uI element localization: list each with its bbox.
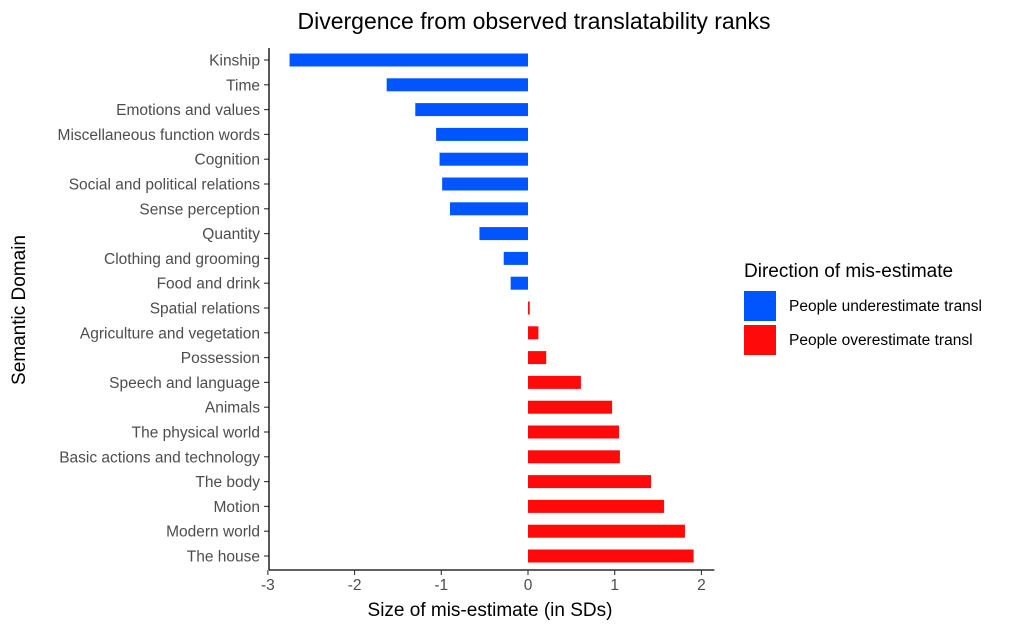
x-tick-label: 0 [524, 577, 533, 594]
bar-cognition [439, 152, 528, 166]
y-tick-label-kinship: Kinship [209, 53, 260, 70]
bar-miscellaneous-function-words [436, 127, 528, 141]
bar-social-and-political-relations [442, 177, 528, 191]
x-tick-label: 1 [610, 577, 619, 594]
bar-the-body [528, 475, 652, 489]
y-tick-label-possession: Possession [181, 350, 260, 367]
bar-clothing-and-grooming [503, 251, 528, 265]
bar-sense-perception [449, 202, 528, 216]
x-axis-title: Size of mis-estimate (in SDs) [368, 600, 613, 621]
legend: Direction of mis-estimate People underes… [744, 261, 982, 355]
x-tick-label: -1 [434, 577, 448, 594]
legend-key-underestimate [744, 291, 776, 321]
bar-food-and-drink [510, 276, 528, 290]
y-tick-label-cognition: Cognition [195, 152, 261, 169]
bar-emotions-and-values [415, 103, 528, 117]
y-tick-label-food-and-drink: Food and drink [157, 276, 261, 293]
y-tick-label-quantity: Quantity [202, 226, 260, 243]
bar-animals [528, 400, 613, 414]
y-tick-label-sense-perception: Sense perception [139, 201, 260, 218]
bar-kinship [289, 53, 528, 67]
y-tick-label-the-physical-world: The physical world [132, 425, 260, 442]
y-tick-label-time: Time [226, 77, 260, 94]
y-tick-label-the-house: The house [187, 549, 260, 566]
bar-quantity [479, 227, 528, 241]
bar-agriculture-and-vegetation [528, 326, 539, 340]
y-tick-label-miscellaneous-function-words: Miscellaneous function words [58, 127, 261, 144]
y-tick-label-agriculture-and-vegetation: Agriculture and vegetation [80, 325, 260, 342]
bar-possession [528, 351, 547, 365]
x-tick-label: 2 [697, 577, 706, 594]
x-tick-label: -2 [348, 577, 362, 594]
y-axis-title: Semantic Domain [9, 235, 30, 385]
bar-motion [528, 499, 665, 513]
legend-key-overestimate [744, 325, 776, 355]
legend-label-overestimate: People overestimate transl [789, 332, 973, 349]
y-tick-label-motion: Motion [213, 499, 260, 516]
bar-speech-and-language [528, 375, 581, 389]
axes-layer: Kinship Time Emotions and values Miscellane… [58, 48, 715, 594]
y-tick-label-basic-actions-and-technology: Basic actions and technology [59, 449, 260, 466]
y-tick-label-social-and-political-relations: Social and political relations [69, 177, 261, 194]
x-tick-label: -3 [261, 577, 275, 594]
y-tick-label-emotions-and-values: Emotions and values [116, 102, 260, 119]
bar-basic-actions-and-technology [528, 450, 620, 464]
y-tick-label-animals: Animals [205, 400, 260, 417]
y-tick-label-spatial-relations: Spatial relations [150, 301, 261, 318]
legend-title: Direction of mis-estimate [744, 261, 953, 282]
chart-title: Divergence from observed translatability… [298, 8, 771, 34]
bars-layer [289, 53, 694, 563]
legend-label-underestimate: People underestimate transl [789, 298, 982, 315]
y-tick-label-the-body: The body [195, 474, 260, 491]
bar-spatial-relations [528, 301, 530, 315]
bar-the-house [528, 549, 694, 563]
y-tick-label-speech-and-language: Speech and language [109, 375, 260, 392]
bar-the-physical-world [528, 425, 620, 439]
y-tick-label-modern-world: Modern world [166, 524, 260, 541]
y-tick-label-clothing-and-grooming: Clothing and grooming [104, 251, 260, 268]
bar-modern-world [528, 524, 685, 538]
bar-time [386, 78, 528, 92]
